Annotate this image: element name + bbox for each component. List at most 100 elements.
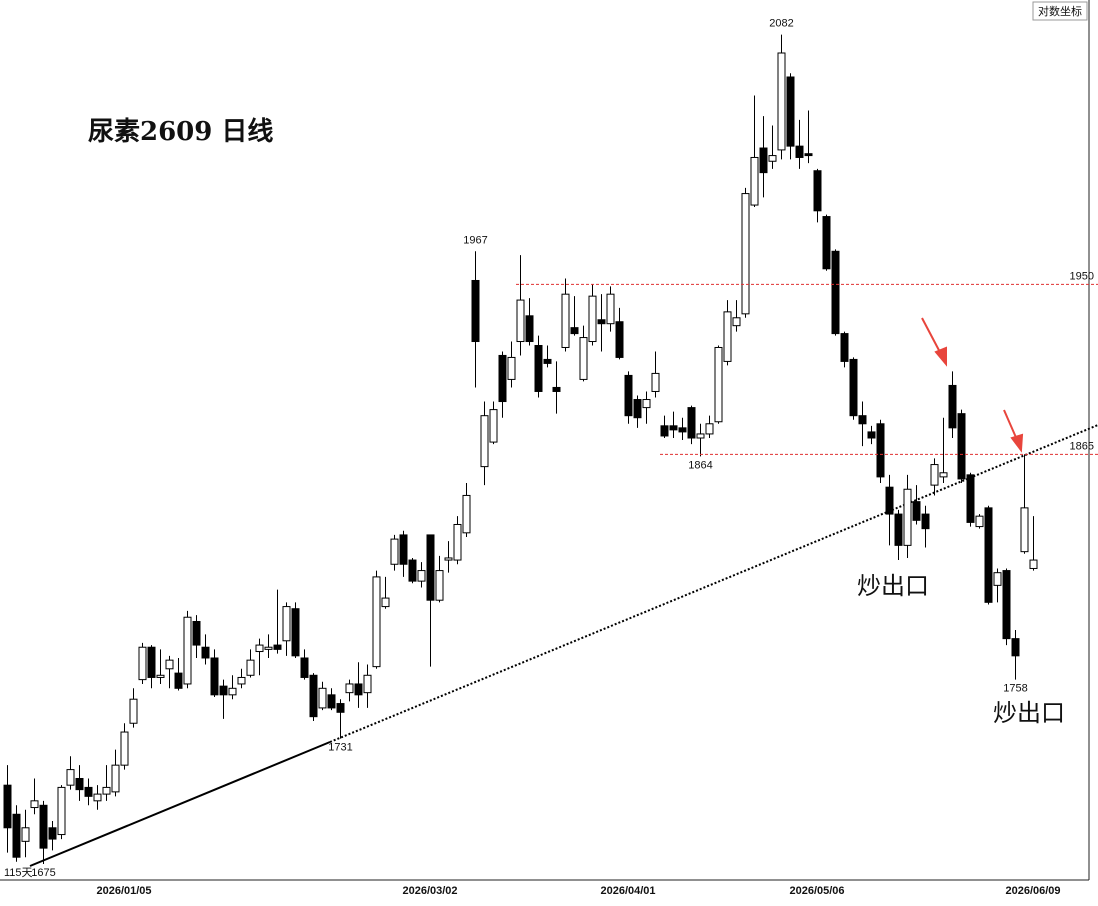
candle-body (291, 608, 300, 657)
candle-body (849, 358, 858, 417)
candle-body (930, 464, 939, 486)
extreme-label: 1675 (31, 867, 55, 879)
candle-body (246, 659, 255, 676)
extreme-label: 2082 (769, 18, 793, 30)
candle-body (903, 488, 912, 546)
candle-body (768, 155, 777, 162)
candle-body (876, 423, 885, 478)
x-tick-label: 2026/04/01 (600, 885, 655, 897)
candle-body (255, 644, 264, 653)
candle-body (426, 534, 435, 601)
candle-body (183, 616, 192, 685)
scale-label: 对数坐标 (1038, 4, 1082, 18)
candle-body (921, 513, 930, 530)
candle-body (669, 425, 678, 431)
candle-body (777, 52, 786, 151)
candle-body (3, 784, 12, 829)
candle-body (147, 646, 156, 678)
candle-body (687, 407, 696, 439)
candle-body (1002, 570, 1011, 640)
extreme-label: 1731 (328, 742, 352, 754)
candle-body (219, 685, 228, 696)
candle-body (948, 384, 957, 429)
candle-body (435, 570, 444, 601)
candle-body (804, 153, 813, 157)
candle-body (822, 216, 831, 270)
candle-body (381, 597, 390, 608)
candle-body (84, 786, 93, 797)
candle-body (966, 474, 975, 523)
candle-body (867, 431, 876, 439)
candle-body (633, 399, 642, 419)
count-label: 115天 (4, 867, 33, 879)
candle-body (453, 523, 462, 561)
candle-body (156, 674, 165, 678)
extreme-label: 1758 (1003, 683, 1027, 695)
candle-body (66, 769, 75, 786)
candle-body (165, 659, 174, 670)
trend-line (29, 741, 331, 867)
candle-body (129, 698, 138, 724)
annotation: 炒出口 (857, 573, 929, 600)
arrow-head (934, 346, 947, 367)
x-tick-label: 2026/06/09 (1005, 885, 1060, 897)
candle-body (975, 515, 984, 528)
candle-body (597, 319, 606, 325)
candle-body (552, 386, 561, 392)
candle-body (588, 295, 597, 343)
candle-body (516, 299, 525, 343)
candle-body (480, 415, 489, 468)
candle-body (525, 315, 534, 343)
candle-body (174, 672, 183, 689)
candle-body (543, 358, 552, 364)
candle-body (534, 344, 543, 392)
candle-body (21, 827, 30, 842)
candle-body (750, 156, 759, 206)
chart-title: 尿素2609 日线 (88, 117, 273, 147)
candle-body (507, 356, 516, 380)
candle-body (678, 427, 687, 433)
candle-body (327, 694, 336, 709)
candle-body (363, 674, 372, 694)
candle-body (840, 333, 849, 362)
candle-body (1011, 638, 1020, 657)
candle-body (417, 570, 426, 582)
candle-body (615, 321, 624, 358)
candle-body (354, 683, 363, 696)
candle-body (912, 501, 921, 521)
candle-body (102, 786, 111, 795)
candle-body (237, 676, 246, 685)
candle-body (336, 703, 345, 713)
candle-body (606, 293, 615, 325)
candle-body (741, 193, 750, 315)
candle-body (579, 337, 588, 380)
candle-body (372, 576, 381, 668)
candle-body (282, 606, 291, 642)
candle-body (309, 674, 318, 718)
candle-body (273, 644, 282, 650)
candle-body (210, 657, 219, 696)
candle-body (723, 311, 732, 362)
candle-body (120, 731, 129, 766)
candle-body (345, 683, 354, 694)
candle-body (264, 646, 273, 650)
candle-body (957, 413, 966, 480)
candles (3, 34, 1038, 865)
candle-body (93, 793, 102, 802)
candle-body (471, 279, 480, 343)
candle-body (390, 538, 399, 565)
arrow-head (1010, 433, 1024, 453)
candle-body (75, 777, 84, 791)
extreme-label: 1967 (463, 234, 487, 246)
candle-body (318, 687, 327, 709)
candle-body (201, 646, 210, 659)
candle-body (498, 354, 507, 403)
candle-body (192, 621, 201, 646)
candle-body (561, 293, 570, 348)
extreme-label: 1864 (688, 459, 712, 471)
candle-body (939, 472, 948, 478)
arrows (921, 317, 1024, 453)
candle-body (408, 559, 417, 582)
